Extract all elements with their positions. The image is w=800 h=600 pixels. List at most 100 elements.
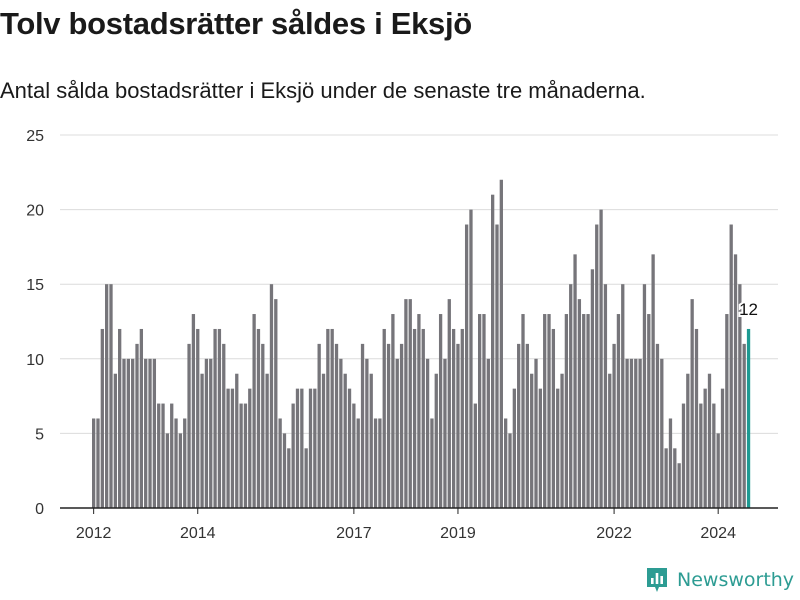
- bar: [287, 448, 291, 508]
- bar: [165, 433, 170, 508]
- bar: [248, 388, 252, 508]
- brand-logo: Newsworthy: [645, 567, 794, 593]
- bar: [482, 314, 486, 508]
- y-tick-label: 25: [26, 128, 44, 145]
- bar: [642, 284, 647, 508]
- bar: [113, 373, 117, 508]
- bar: [291, 403, 295, 508]
- x-tick-label: 2019: [440, 525, 476, 542]
- bar: [551, 328, 556, 508]
- bar: [547, 314, 551, 508]
- bar: [495, 224, 499, 508]
- bar: [681, 403, 686, 508]
- bar: [634, 358, 638, 508]
- bar: [174, 418, 178, 508]
- bar: [313, 388, 317, 508]
- bar: [300, 388, 304, 508]
- bar: [352, 403, 356, 508]
- brand-name: Newsworthy: [677, 569, 795, 591]
- y-tick-label: 10: [26, 352, 44, 369]
- bar: [582, 314, 586, 508]
- bar: [590, 269, 595, 508]
- bar: [412, 328, 417, 508]
- bar: [183, 418, 187, 508]
- bar: [425, 358, 430, 508]
- bar: [438, 314, 443, 508]
- bar: [564, 314, 569, 508]
- bar: [170, 403, 174, 508]
- bar: [105, 284, 109, 508]
- bar: [239, 403, 243, 508]
- bar: [308, 388, 313, 508]
- bar: [100, 328, 104, 508]
- bar: [738, 284, 742, 508]
- bar: [378, 418, 382, 508]
- x-tick-label: 2017: [336, 525, 372, 542]
- bar: [573, 254, 577, 508]
- bar: [621, 284, 625, 508]
- bar: [486, 358, 490, 508]
- bar: [135, 343, 139, 508]
- chart-subtitle: Antal sålda bostadsrätter i Eksjö under …: [0, 78, 646, 103]
- bar: [499, 179, 503, 508]
- bar: [660, 358, 664, 508]
- bar: [360, 343, 365, 508]
- bar: [330, 328, 334, 508]
- y-tick-label: 0: [35, 501, 44, 518]
- bar: [612, 343, 616, 508]
- y-tick-label: 20: [26, 203, 44, 220]
- bar: [690, 299, 694, 508]
- bar: [122, 358, 126, 508]
- highlight-value-label: 12: [739, 300, 758, 319]
- bar: [226, 388, 230, 508]
- bar: [699, 403, 703, 508]
- bar: [469, 209, 473, 508]
- bar: [230, 388, 235, 508]
- bar: [491, 194, 495, 508]
- bar: [521, 314, 525, 508]
- bar: [456, 343, 460, 508]
- bar: [304, 448, 308, 508]
- bar-highlight: [746, 328, 751, 508]
- bar: [278, 418, 282, 508]
- bar: [664, 448, 668, 508]
- bar: [274, 299, 278, 508]
- bar: [707, 373, 712, 508]
- bar: [638, 358, 642, 508]
- bar: [556, 388, 560, 508]
- bar: [447, 299, 451, 508]
- bar: [213, 328, 217, 508]
- x-tick-label: 2024: [700, 525, 736, 542]
- bar: [235, 373, 239, 508]
- bar: [720, 388, 725, 508]
- bar: [443, 358, 447, 508]
- bar: [144, 358, 148, 508]
- bar: [386, 343, 391, 508]
- bar: [343, 373, 347, 508]
- bar: [152, 358, 157, 508]
- bar: [569, 284, 573, 508]
- bar: [712, 403, 716, 508]
- bar: [282, 433, 287, 508]
- bar: [742, 343, 746, 508]
- bar: [729, 224, 733, 508]
- bar: [464, 224, 469, 508]
- bar: [317, 343, 321, 508]
- bar: [725, 314, 729, 508]
- bar: [694, 328, 699, 508]
- x-tick-label: 2022: [596, 525, 632, 542]
- bar: [599, 209, 603, 508]
- bar: [408, 299, 412, 508]
- bar: [399, 343, 404, 508]
- bar: [477, 314, 482, 508]
- bar: [608, 373, 612, 508]
- bar: [187, 343, 191, 508]
- bar: [560, 373, 564, 508]
- x-tick-label: 2012: [76, 525, 112, 542]
- newsworthy-logo-icon: [647, 568, 667, 592]
- bar: [530, 373, 534, 508]
- bar: [139, 328, 144, 508]
- bar: [356, 418, 360, 508]
- bar: [382, 328, 386, 508]
